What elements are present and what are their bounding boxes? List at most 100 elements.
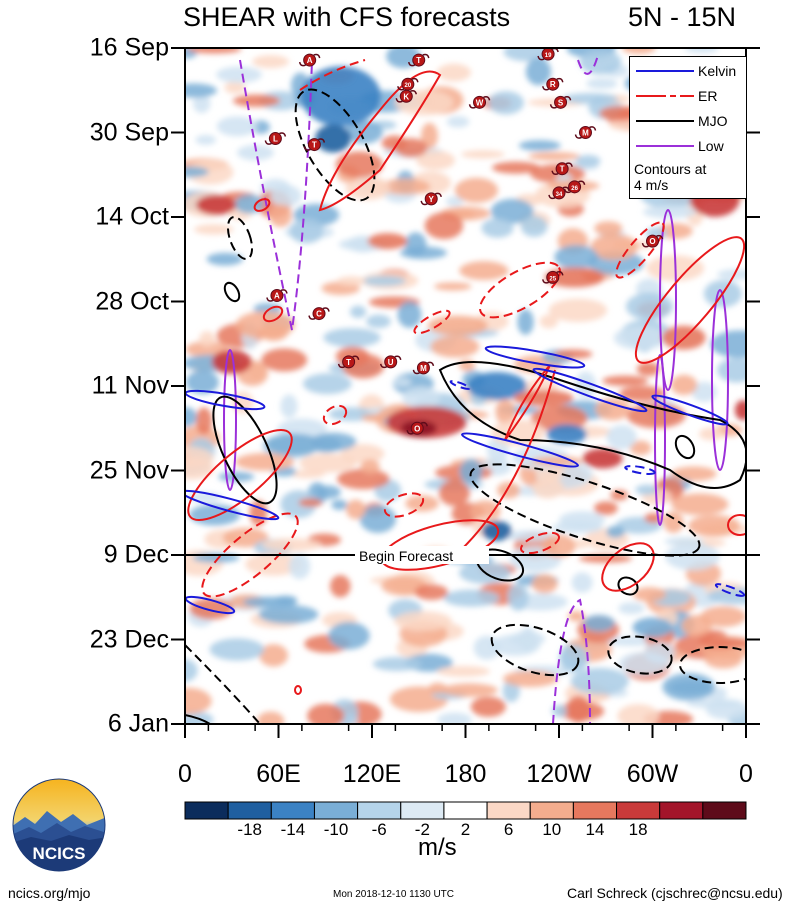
field-blob xyxy=(242,596,298,608)
y-tick-label: 14 Oct xyxy=(95,202,169,231)
field-blob xyxy=(595,398,631,421)
storm-swirl xyxy=(483,96,491,101)
storm-icon xyxy=(384,355,398,369)
field-blob xyxy=(340,444,385,464)
storm-swirl xyxy=(551,170,559,176)
contour-line xyxy=(634,236,746,364)
colorbar-box xyxy=(443,801,488,820)
storm-marker: T xyxy=(303,138,326,152)
field-blob xyxy=(519,626,537,653)
colorbar-tick-label: 14 xyxy=(585,820,605,839)
storm-marker: M xyxy=(574,126,597,139)
storm-swirl xyxy=(468,104,476,109)
storm-label: R xyxy=(550,80,556,89)
field-blob xyxy=(414,584,449,600)
field-blob xyxy=(575,371,597,398)
storm-swirl xyxy=(352,355,360,361)
field-blob xyxy=(438,479,470,506)
storm-marker: M xyxy=(412,361,435,375)
x-tick-label: 120W xyxy=(526,760,592,788)
storm-icon xyxy=(342,355,356,369)
field-blob xyxy=(436,666,490,677)
colorbar-tick-label: 6 xyxy=(503,820,514,839)
field-blob xyxy=(644,512,664,524)
storm-swirl xyxy=(412,369,420,375)
field-blob xyxy=(632,587,666,602)
contour-line xyxy=(659,209,677,391)
footer-url[interactable]: ncics.org/mjo xyxy=(8,885,91,901)
field-blob xyxy=(372,657,422,671)
field-blob xyxy=(570,667,629,695)
storm-marker: 20 xyxy=(397,77,419,91)
storm-marker: T xyxy=(337,355,360,369)
field-blob xyxy=(717,357,746,383)
contour-line xyxy=(322,404,348,426)
field-blob xyxy=(593,501,618,515)
field-blob-strong xyxy=(582,448,623,469)
field-blob-strong xyxy=(196,194,237,215)
field-blob xyxy=(315,485,341,499)
field-blob xyxy=(280,394,298,418)
contour-line xyxy=(490,623,580,677)
storm-markers: A T 19 20 K R W S L T M T Y 34 26 O 25 A C T U M O xyxy=(264,48,664,435)
field-blob xyxy=(602,375,649,387)
legend-label: Kelvin xyxy=(698,63,737,79)
field-blob xyxy=(185,711,214,724)
field-blob xyxy=(567,610,585,622)
field-blob xyxy=(252,55,289,69)
field-blob xyxy=(359,505,397,533)
contour-line xyxy=(484,345,586,369)
storm-label: T xyxy=(312,141,317,150)
storm-swirl xyxy=(542,86,550,91)
field-blob xyxy=(502,670,558,687)
y-tick-label: 9 Dec xyxy=(103,540,169,569)
storm-icon xyxy=(410,421,424,435)
field-blob xyxy=(551,704,568,718)
field-blob xyxy=(619,385,666,402)
colorbar-tick-label: -14 xyxy=(280,820,306,839)
contour-line xyxy=(552,598,591,724)
field-blob xyxy=(554,244,599,270)
colorbar-tick-label: -10 xyxy=(323,820,349,839)
field-blob xyxy=(606,525,625,538)
field-blob xyxy=(496,481,521,499)
field-blob xyxy=(345,176,391,201)
contour-line xyxy=(679,646,746,684)
field-blob xyxy=(404,232,427,257)
field-blob xyxy=(270,184,302,207)
field-blob xyxy=(583,614,615,632)
field-blob xyxy=(503,48,553,62)
storm-swirl xyxy=(411,77,419,83)
storm-swirl xyxy=(565,162,573,167)
field-blob xyxy=(424,212,464,240)
storm-swirl xyxy=(394,355,402,361)
colorbar-box xyxy=(572,801,618,820)
y-tick-label: 23 Dec xyxy=(89,625,169,653)
field-blob xyxy=(199,331,216,348)
field-blob-strong xyxy=(632,617,673,638)
units-label: m/s xyxy=(418,834,457,861)
storm-label: T xyxy=(560,165,565,174)
field-blob xyxy=(460,150,505,159)
field-blob xyxy=(445,196,464,207)
field-blob xyxy=(257,711,285,724)
field-blob xyxy=(531,574,558,594)
storm-icon xyxy=(546,270,560,284)
field-blob xyxy=(710,330,746,358)
storm-marker: 26 xyxy=(563,180,586,194)
field-blob xyxy=(189,598,233,620)
colorbar-box xyxy=(227,801,272,820)
field-blob xyxy=(559,644,589,673)
storm-swirl xyxy=(420,200,428,206)
storm-swirl xyxy=(422,53,430,59)
storm-icon xyxy=(416,361,430,375)
storm-swirl xyxy=(298,61,306,67)
contour-line xyxy=(262,305,284,323)
field-blob xyxy=(397,301,422,328)
colorbar-tick-label: -6 xyxy=(371,820,387,839)
field-blob xyxy=(234,194,264,214)
field-blob xyxy=(700,606,746,628)
field-blob xyxy=(185,370,219,395)
field-blob xyxy=(420,122,438,149)
field-blob xyxy=(337,468,390,490)
